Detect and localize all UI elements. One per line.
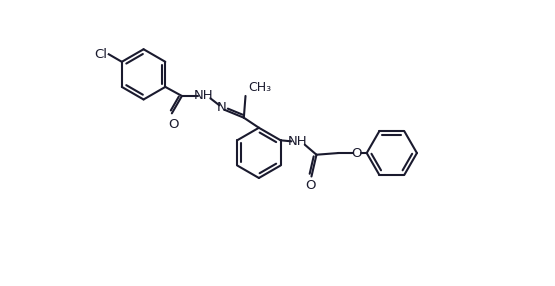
Text: NH: NH (288, 136, 308, 148)
Text: CH₃: CH₃ (248, 81, 271, 94)
Text: NH: NH (194, 90, 214, 102)
Text: N: N (217, 101, 227, 114)
Text: O: O (351, 146, 362, 160)
Text: O: O (306, 179, 316, 192)
Text: O: O (168, 118, 179, 131)
Text: Cl: Cl (94, 48, 107, 61)
